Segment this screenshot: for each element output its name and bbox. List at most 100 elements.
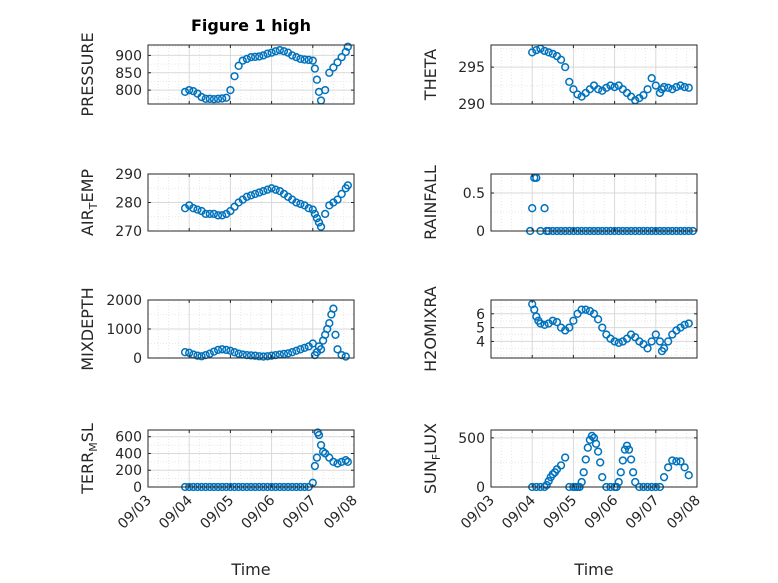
axes-box: [490, 44, 698, 105]
data-point: [263, 49, 272, 58]
data-point: [573, 90, 582, 99]
data-point: [271, 185, 280, 194]
data-point: [556, 55, 566, 64]
y-tick-label: 5: [476, 321, 485, 337]
data-point: [651, 330, 660, 339]
data-point: [544, 48, 553, 57]
data-point: [310, 461, 320, 471]
data-point: [606, 81, 615, 90]
data-point: [647, 74, 656, 83]
y-tick-label: 6: [476, 307, 485, 323]
data-point: [246, 191, 256, 200]
data-point: [577, 305, 586, 314]
y-tick-label: 290: [115, 167, 142, 183]
data-point: [684, 319, 693, 328]
y-tick-label: 0: [476, 480, 485, 496]
data-point: [185, 85, 194, 95]
data-point: [267, 351, 276, 360]
y-tick-label: 0: [133, 351, 142, 367]
data-point: [259, 186, 268, 196]
data-point: [622, 334, 632, 343]
data-point: [581, 455, 590, 464]
data-point: [209, 94, 219, 104]
data-point: [672, 457, 681, 466]
data-point: [230, 72, 239, 81]
data-point: [226, 206, 235, 216]
data-point: [602, 83, 611, 92]
y-tick-label: 200: [115, 463, 142, 479]
data-point: [544, 476, 553, 486]
data-point: [622, 441, 632, 450]
axes-box: [147, 44, 355, 105]
data-point: [542, 480, 551, 490]
data-point: [583, 443, 592, 452]
data-point: [234, 349, 243, 358]
data-point: [300, 55, 309, 64]
data-point: [255, 188, 264, 197]
subplot-2: 290 295 THETA: [421, 44, 698, 113]
data-point: [283, 349, 293, 358]
data-point: [222, 93, 231, 102]
data-point: [321, 449, 330, 458]
data-point: [676, 457, 685, 466]
y-axis-label: AIRTEMP: [78, 169, 100, 236]
data-point: [631, 333, 640, 342]
data-point: [655, 337, 665, 346]
data-point: [664, 337, 673, 346]
data-point: [343, 457, 352, 467]
data-point: [267, 184, 276, 193]
data-point: [250, 52, 260, 61]
data-point: [561, 62, 570, 72]
data-point: [684, 471, 693, 480]
data-point: [626, 455, 636, 464]
data-point: [579, 468, 588, 477]
data-point: [325, 68, 334, 77]
y-tick-label: 295: [458, 60, 485, 76]
data-point: [631, 477, 640, 487]
y-tick-label: 4: [476, 334, 485, 350]
data-point: [528, 48, 537, 57]
data-point: [321, 209, 330, 219]
data-point: [680, 463, 689, 472]
data-point: [598, 473, 607, 482]
data-point: [197, 92, 206, 102]
data-point: [189, 204, 198, 213]
data-point: [556, 461, 566, 470]
x-tick-label: 09/05: [540, 493, 580, 533]
data-point: [598, 323, 607, 332]
y-axis-label: TERRMSL: [78, 423, 100, 495]
y-axis-label: RAINFALL: [421, 165, 440, 240]
subplot-3: 270 280 290 AIRTEMP: [78, 167, 355, 240]
y-axis-label: THETA: [421, 49, 440, 101]
x-tick-label: 09/04: [499, 492, 539, 532]
subplot-4: 0 0.5 RAINFALL: [421, 165, 698, 240]
data-point: [341, 456, 350, 465]
data-point: [213, 94, 223, 103]
data-point: [246, 351, 256, 360]
data-point: [659, 344, 669, 353]
y-tick-label: 900: [115, 48, 142, 64]
data-point: [238, 56, 247, 65]
x-tick-label: 09/05: [197, 493, 237, 533]
data-point: [205, 94, 214, 103]
data-point: [279, 47, 289, 56]
data-point: [263, 185, 272, 194]
y-tick-label: 800: [115, 83, 142, 99]
data-point: [333, 195, 342, 204]
data-point: [226, 346, 235, 355]
axes-box: [490, 299, 698, 359]
data-point: [536, 319, 545, 328]
axes-box: [490, 173, 698, 232]
y-tick-label: 1000: [106, 322, 142, 338]
data-point: [610, 337, 619, 346]
data-point: [312, 214, 322, 223]
data-point: [614, 477, 623, 487]
data-point: [587, 431, 597, 441]
y-axis-label: MIXDEPTH: [78, 287, 97, 370]
data-point: [337, 189, 346, 199]
data-point: [230, 348, 239, 357]
data-point: [668, 456, 677, 465]
